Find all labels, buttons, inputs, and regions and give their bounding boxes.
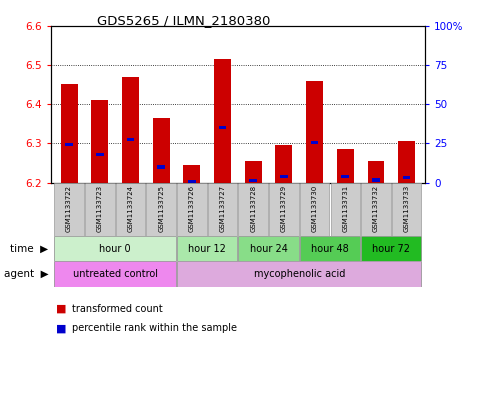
Text: hour 12: hour 12: [188, 244, 226, 253]
Bar: [55, 236, 176, 261]
Bar: [269, 183, 298, 236]
Text: GSM1133731: GSM1133731: [342, 185, 348, 232]
Text: untreated control: untreated control: [72, 269, 157, 279]
Bar: [116, 183, 145, 236]
Bar: [361, 236, 421, 261]
Bar: [208, 183, 237, 236]
Bar: [146, 183, 176, 236]
Bar: [91, 100, 108, 183]
Bar: [275, 145, 292, 183]
Text: hour 48: hour 48: [311, 244, 349, 253]
Bar: [177, 183, 207, 236]
Bar: [280, 175, 288, 178]
Bar: [219, 126, 227, 129]
Bar: [398, 141, 415, 183]
Text: GSM1133722: GSM1133722: [66, 185, 72, 232]
Bar: [214, 59, 231, 183]
Bar: [96, 153, 104, 156]
Bar: [65, 143, 73, 146]
Text: mycophenolic acid: mycophenolic acid: [254, 269, 345, 279]
Bar: [249, 179, 257, 182]
Text: GSM1133730: GSM1133730: [312, 185, 318, 232]
Text: GSM1133724: GSM1133724: [128, 185, 133, 232]
Bar: [330, 183, 360, 236]
Text: GSM1133729: GSM1133729: [281, 185, 287, 232]
Text: GSM1133728: GSM1133728: [250, 185, 256, 232]
Text: ■: ■: [56, 323, 66, 333]
Bar: [55, 183, 84, 236]
Text: ■: ■: [56, 303, 66, 314]
Bar: [372, 178, 380, 182]
Text: GSM1133726: GSM1133726: [189, 185, 195, 232]
Text: GSM1133725: GSM1133725: [158, 185, 164, 232]
Text: hour 72: hour 72: [372, 244, 410, 253]
Bar: [239, 183, 268, 236]
Text: GSM1133732: GSM1133732: [373, 185, 379, 232]
Text: time  ▶: time ▶: [10, 244, 48, 253]
Bar: [85, 183, 114, 236]
Bar: [245, 161, 262, 183]
Bar: [337, 149, 354, 183]
Bar: [300, 183, 329, 236]
Bar: [153, 118, 170, 183]
Text: transformed count: transformed count: [72, 303, 163, 314]
Text: agent  ▶: agent ▶: [4, 269, 48, 279]
Text: hour 24: hour 24: [250, 244, 287, 253]
Text: GSM1133727: GSM1133727: [220, 185, 226, 232]
Bar: [311, 141, 318, 144]
Bar: [368, 161, 384, 183]
Bar: [239, 236, 298, 261]
Bar: [403, 176, 411, 179]
Text: GSM1133723: GSM1133723: [97, 185, 103, 232]
Bar: [361, 183, 391, 236]
Bar: [306, 81, 323, 183]
Bar: [177, 236, 237, 261]
Bar: [177, 261, 421, 287]
Bar: [61, 84, 78, 183]
Text: GDS5265 / ILMN_2180380: GDS5265 / ILMN_2180380: [97, 14, 270, 27]
Bar: [184, 165, 200, 183]
Bar: [188, 180, 196, 183]
Text: hour 0: hour 0: [99, 244, 131, 253]
Bar: [157, 165, 165, 169]
Text: percentile rank within the sample: percentile rank within the sample: [72, 323, 238, 333]
Bar: [341, 175, 349, 178]
Bar: [122, 77, 139, 183]
Text: GSM1133733: GSM1133733: [404, 185, 410, 232]
Bar: [392, 183, 421, 236]
Bar: [55, 261, 176, 287]
Bar: [300, 236, 360, 261]
Bar: [127, 138, 134, 141]
